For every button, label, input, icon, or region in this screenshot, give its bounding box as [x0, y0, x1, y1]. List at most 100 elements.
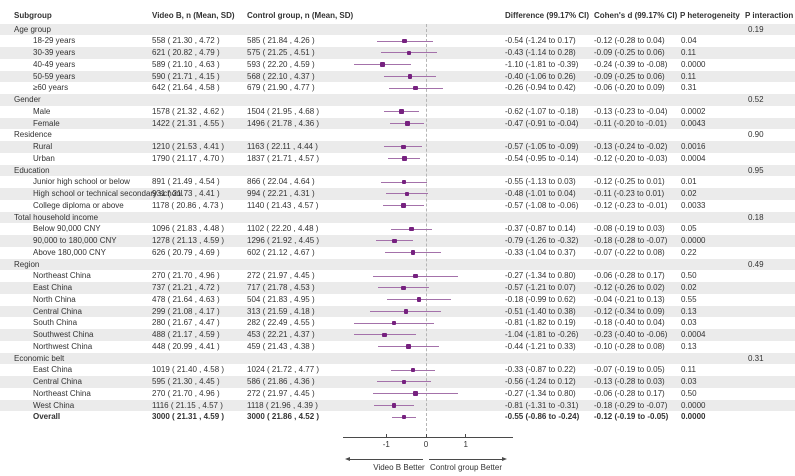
- video-b-value: 558 ( 21.30 , 4.72 ): [152, 36, 220, 46]
- video-b-value: 621 ( 20.82 , 4.79 ): [152, 48, 220, 57]
- control-group-better-label: Control group Better: [429, 462, 503, 472]
- control-group-value: 1163 ( 22.11 , 4.44 ): [247, 142, 318, 151]
- p-interaction-value: 0.19: [748, 24, 764, 34]
- p-heterogeneity-value: 0.50: [681, 271, 697, 281]
- cohens-d-value: -0.08 (-0.19 to 0.03): [594, 224, 665, 234]
- video-b-value: 1278 ( 21.13 , 4.59 ): [152, 236, 225, 245]
- cohens-d-value: -0.12 (-0.26 to 0.02): [594, 283, 665, 292]
- control-group-value: 866 ( 22.04 , 4.64 ): [247, 177, 315, 187]
- table-row: Overall 3000 ( 21.31 , 4.59 ) 3000 ( 21.…: [0, 411, 795, 423]
- difference-value: -0.37 (-0.87 to 0.14): [505, 224, 576, 234]
- p-heterogeneity-value: 0.0043: [681, 118, 706, 128]
- x-axis-tick-label: 1: [463, 440, 468, 449]
- subgroup-label: Northeast China: [33, 388, 91, 398]
- cohens-d-value: -0.13 (-0.24 to -0.02): [594, 142, 668, 151]
- cohens-d-value: -0.12 (-0.25 to 0.01): [594, 177, 665, 187]
- point-estimate-marker: [410, 367, 416, 373]
- subgroup-label: Urban: [33, 153, 55, 163]
- table-row: 30-39 years 621 ( 20.82 , 4.79 ) 575 ( 2…: [0, 47, 795, 59]
- table-header: Subgroup Video B, n (Mean, SD) Control g…: [0, 8, 795, 24]
- zero-reference-line: [425, 23, 427, 431]
- video-b-value: 270 ( 21.70 , 4.96 ): [152, 388, 220, 398]
- subgroup-label: Central China: [33, 377, 82, 386]
- point-estimate-marker: [380, 62, 385, 67]
- control-group-value: 679 ( 21.90 , 4.77 ): [247, 83, 315, 93]
- difference-value: -0.18 (-0.99 to 0.62): [505, 294, 576, 304]
- p-heterogeneity-value: 0.0033: [681, 200, 706, 210]
- p-heterogeneity-value: 0.11: [681, 71, 696, 81]
- control-group-value: 575 ( 21.25 , 4.51 ): [247, 48, 315, 57]
- control-group-value: 1504 ( 21.95 , 4.68 ): [247, 106, 320, 116]
- subgroup-label: Northwest China: [33, 341, 93, 351]
- video-b-value: 931 ( 21.73 , 4.41 ): [152, 189, 220, 198]
- cohens-d-value: -0.12 (-0.19 to -0.05): [594, 412, 669, 422]
- cohens-d-value: -0.11 (-0.20 to -0.01): [594, 118, 667, 128]
- p-heterogeneity-value: 0.05: [681, 224, 697, 234]
- video-b-value: 1790 ( 21.17 , 4.70 ): [152, 153, 225, 163]
- video-b-value: 589 ( 21.10 , 4.63 ): [152, 59, 220, 69]
- table-row: Economic belt 0.31: [0, 352, 795, 365]
- table-row: Rural 1210 ( 21.53 , 4.41 ) 1163 ( 22.11…: [0, 141, 795, 153]
- video-b-value: 1178 ( 20.86 , 4.73 ): [152, 200, 224, 210]
- table-row: Northeast China 270 ( 21.70 , 4.96 ) 272…: [0, 388, 795, 400]
- p-heterogeneity-value: 0.0016: [681, 142, 706, 151]
- video-b-value: 478 ( 21.64 , 4.63 ): [152, 294, 220, 304]
- cohens-d-value: -0.06 (-0.28 to 0.17): [594, 388, 665, 398]
- difference-value: -1.10 (-1.81 to -0.39): [505, 59, 579, 69]
- table-row: South China 280 ( 21.67 , 4.47 ) 282 ( 2…: [0, 317, 795, 329]
- cohens-d-value: -0.18 (-0.40 to 0.04): [594, 318, 665, 328]
- video-b-value: 737 ( 21.21 , 4.72 ): [152, 283, 220, 292]
- subgroup-label: College diploma or above: [33, 200, 124, 210]
- cohens-d-value: -0.18 (-0.28 to -0.07): [594, 236, 668, 245]
- table-row: 40-49 years 589 ( 21.10 , 4.63 ) 593 ( 2…: [0, 59, 795, 71]
- table-body: Age group 0.19 18-29 years 558 ( 21.30 ,…: [0, 23, 795, 424]
- control-group-value: 586 ( 21.86 , 4.36 ): [247, 377, 315, 386]
- control-group-value: 1024 ( 21.72 , 4.77 ): [247, 365, 320, 375]
- difference-value: -0.57 (-1.21 to 0.07): [505, 283, 576, 292]
- p-heterogeneity-value: 0.0002: [681, 106, 706, 116]
- video-b-better-label: Video B Better: [373, 462, 425, 472]
- subgroup-label: 30-39 years: [33, 48, 76, 57]
- difference-value: -0.55 (-1.13 to 0.03): [505, 177, 576, 187]
- video-b-value: 299 ( 21.08 , 4.17 ): [152, 306, 220, 316]
- p-interaction-value: 0.90: [748, 130, 764, 140]
- point-estimate-marker: [391, 320, 397, 326]
- difference-value: -0.55 (-0.86 to -0.24): [505, 412, 580, 422]
- table-row: Below 90,000 CNY 1096 ( 21.83 , 4.48 ) 1…: [0, 223, 795, 235]
- control-group-value: 1296 ( 21.92 , 4.45 ): [247, 236, 320, 245]
- subgroup-label: Central China: [33, 306, 82, 316]
- point-estimate-marker: [416, 297, 422, 302]
- control-group-value: 453 ( 22.21 , 4.37 ): [247, 330, 315, 339]
- table-row: Education 0.95: [0, 164, 795, 177]
- video-b-value: 891 ( 21.49 , 4.54 ): [152, 177, 220, 187]
- video-b-value: 448 ( 20.99 , 4.41 ): [152, 341, 220, 351]
- video-b-value: 642 ( 21.64 , 4.58 ): [152, 83, 220, 93]
- subgroup-label: 50-59 years: [33, 71, 76, 81]
- control-group-value: 602 ( 21.12 , 4.67 ): [247, 247, 315, 257]
- table-row: North China 478 ( 21.64 , 4.63 ) 504 ( 2…: [0, 294, 795, 306]
- point-estimate-marker: [409, 226, 414, 232]
- cohens-d-value: -0.18 (-0.29 to -0.07): [594, 400, 668, 410]
- x-axis-tick: [465, 433, 467, 438]
- control-group-value: 1837 ( 21.71 , 4.57 ): [247, 153, 320, 163]
- table-row: College diploma or above 1178 ( 20.86 , …: [0, 200, 795, 212]
- control-group-value: 1496 ( 21.78 , 4.36 ): [247, 118, 320, 128]
- table-row: Region 0.49: [0, 258, 795, 271]
- control-group-better-arrow: [429, 457, 507, 461]
- col-header-p-heterogeneity: P heterogeneity: [680, 11, 740, 20]
- subgroup-label: 40-49 years: [33, 59, 76, 69]
- difference-value: -0.44 (-1.21 to 0.33): [505, 341, 576, 351]
- control-group-value: 1102 ( 22.20 , 4.48 ): [247, 224, 319, 234]
- video-b-value: 3000 ( 21.31 , 4.59 ): [152, 412, 225, 422]
- cohens-d-value: -0.04 (-0.21 to 0.13): [594, 294, 665, 304]
- subgroup-label: 18-29 years: [33, 36, 76, 46]
- subgroup-label: Junior high school or below: [33, 177, 130, 187]
- x-axis-tick: [425, 433, 427, 438]
- difference-value: -0.81 (-1.31 to -0.31): [505, 400, 579, 410]
- difference-value: -0.26 (-0.94 to 0.42): [505, 83, 576, 93]
- col-header-cohens-d: Cohen's d (99.17% CI): [594, 11, 678, 20]
- subgroup-label: Above 180,000 CNY: [33, 247, 106, 257]
- p-heterogeneity-value: 0.02: [681, 283, 697, 292]
- control-group-value: 585 ( 21.84 , 4.26 ): [247, 36, 315, 46]
- x-axis-tick-label: -1: [382, 440, 390, 449]
